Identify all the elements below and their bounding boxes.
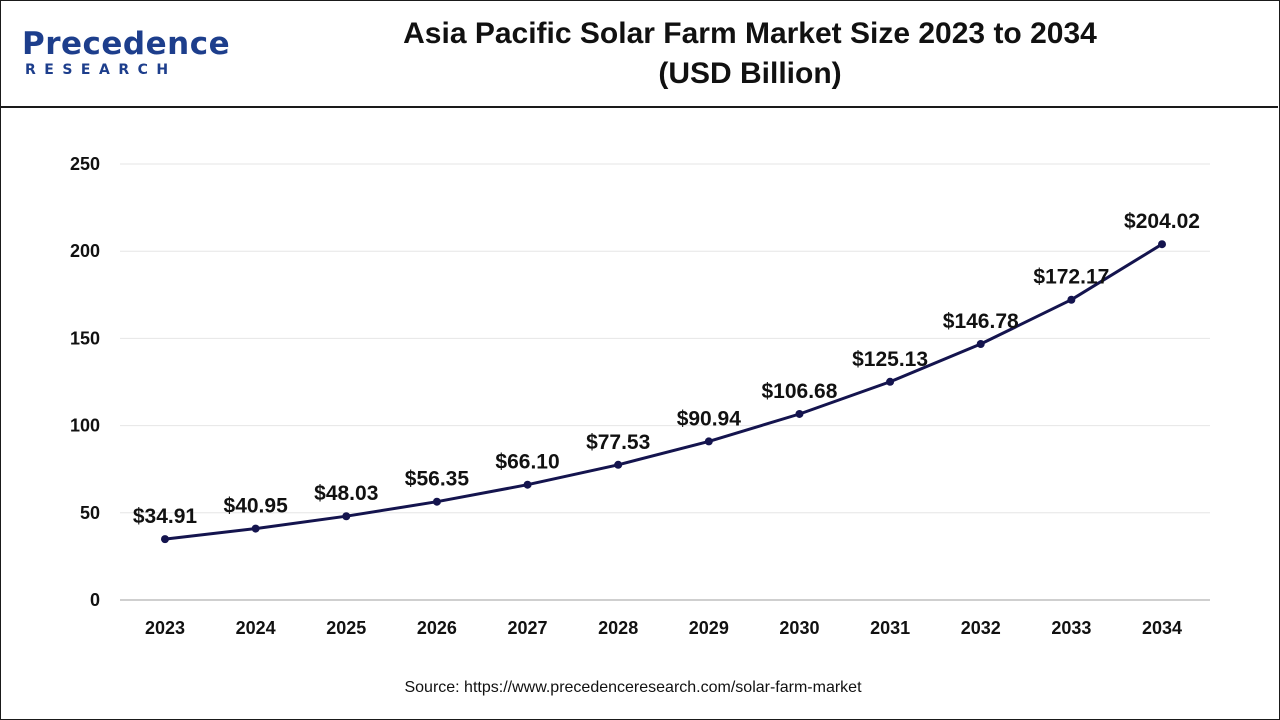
x-tick-label: 2034 bbox=[1142, 618, 1182, 638]
data-point bbox=[614, 460, 623, 469]
x-tick-label: 2028 bbox=[598, 618, 638, 638]
data-point bbox=[886, 377, 895, 386]
logo-subtitle: RESEARCH bbox=[25, 62, 177, 78]
header: Precedence RESEARCH Asia Pacific Solar F… bbox=[0, 0, 1278, 108]
chart-title: Asia Pacific Solar Farm Market Size 2023… bbox=[300, 14, 1200, 94]
data-point bbox=[704, 437, 713, 446]
x-tick-label: 2030 bbox=[779, 618, 819, 638]
data-point bbox=[342, 512, 351, 521]
data-label: $172.17 bbox=[1033, 266, 1109, 289]
y-tick-label: 150 bbox=[70, 328, 100, 348]
x-tick-label: 2026 bbox=[417, 618, 457, 638]
x-tick-label: 2025 bbox=[326, 618, 366, 638]
y-tick-label: 250 bbox=[70, 154, 100, 174]
x-tick-label: 2023 bbox=[145, 618, 185, 638]
data-label: $125.13 bbox=[852, 348, 928, 371]
x-tick-label: 2027 bbox=[508, 618, 548, 638]
gridlines bbox=[120, 163, 1210, 514]
logo-wordmark: Precedence bbox=[22, 26, 231, 62]
data-point bbox=[976, 340, 985, 349]
data-label: $56.35 bbox=[405, 468, 470, 491]
x-tick-label: 2031 bbox=[870, 618, 910, 638]
data-label: $77.53 bbox=[586, 431, 650, 454]
data-point bbox=[1158, 240, 1166, 249]
source-note: Source: https://www.precedenceresearch.c… bbox=[404, 679, 862, 696]
x-tick-label: 2032 bbox=[961, 618, 1001, 638]
data-point bbox=[251, 524, 260, 533]
brand-logo: Precedence RESEARCH bbox=[22, 26, 230, 82]
data-label: $106.68 bbox=[761, 380, 837, 403]
data-label: $204.02 bbox=[1124, 210, 1200, 233]
data-point bbox=[432, 497, 441, 506]
chart-title-line1: Asia Pacific Solar Farm Market Size 2023… bbox=[403, 17, 1097, 50]
y-tick-label: 200 bbox=[70, 241, 100, 261]
x-tick-label: 2033 bbox=[1051, 618, 1091, 638]
data-label: $66.10 bbox=[495, 451, 559, 474]
data-point bbox=[1067, 295, 1076, 304]
data-label: $90.94 bbox=[677, 407, 742, 430]
y-tick-label: 50 bbox=[80, 503, 100, 523]
data-labels: $34.91 $40.95 $48.03 $56.35 $66.10 $77.53 $90.… bbox=[133, 210, 1200, 528]
series-path bbox=[164, 242, 1163, 541]
data-label: $48.03 bbox=[314, 482, 378, 505]
x-tick-label: 2029 bbox=[689, 618, 729, 638]
axes: 0 50 100 150 200 250 2023 2024 2025 2026 2027 2028 2… bbox=[70, 154, 1210, 638]
data-point bbox=[523, 480, 532, 489]
data-point bbox=[795, 409, 804, 418]
x-tick-label: 2024 bbox=[236, 618, 276, 638]
data-label: $40.95 bbox=[224, 495, 289, 518]
y-tick-label: 100 bbox=[70, 416, 100, 436]
chart-title-line2: (USD Billion) bbox=[658, 57, 842, 90]
y-tick-label: 0 bbox=[90, 590, 100, 610]
data-label: $34.91 bbox=[133, 505, 198, 528]
data-label: $146.78 bbox=[943, 310, 1019, 333]
series-line bbox=[161, 240, 1166, 544]
data-point bbox=[161, 535, 169, 544]
